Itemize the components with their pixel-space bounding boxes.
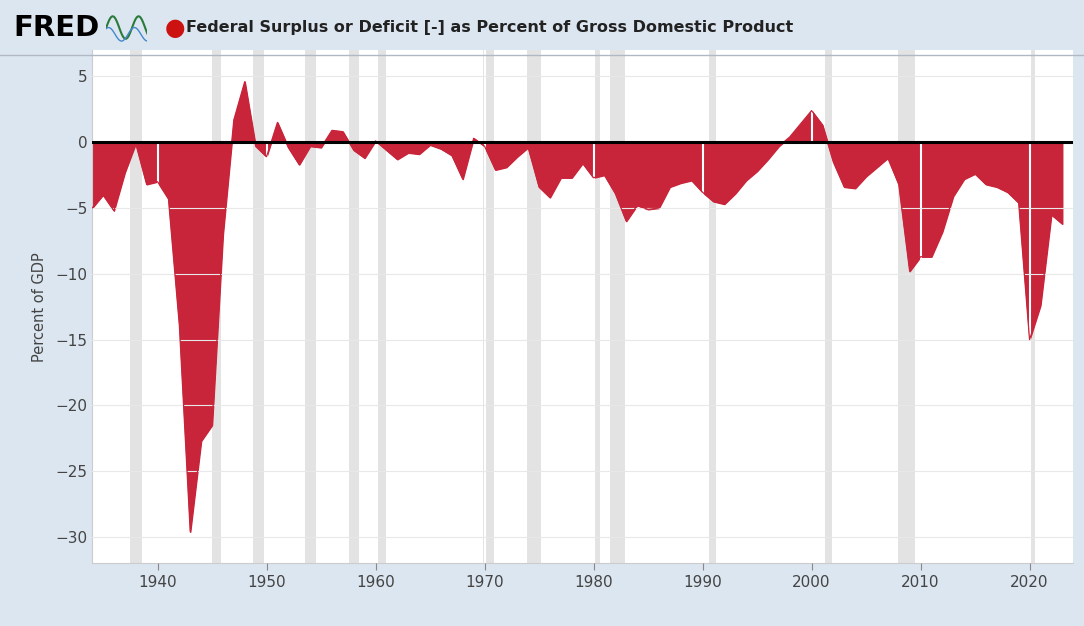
Bar — [825, 50, 833, 563]
Bar — [212, 50, 221, 563]
Bar — [130, 50, 142, 563]
Bar — [483, 50, 494, 563]
Bar — [898, 50, 915, 563]
Bar — [254, 50, 264, 563]
Y-axis label: Percent of GDP: Percent of GDP — [31, 252, 47, 362]
Text: FRED: FRED — [13, 14, 100, 41]
Text: Federal Surplus or Deficit [-] as Percent of Gross Domestic Product: Federal Surplus or Deficit [-] as Percen… — [186, 20, 793, 35]
Bar — [1030, 50, 1035, 563]
Bar — [594, 50, 601, 563]
Text: ●: ● — [165, 16, 185, 39]
Bar — [709, 50, 715, 563]
Bar — [349, 50, 359, 563]
Bar — [305, 50, 315, 563]
Bar — [610, 50, 625, 563]
Bar — [377, 50, 386, 563]
Bar — [527, 50, 541, 563]
